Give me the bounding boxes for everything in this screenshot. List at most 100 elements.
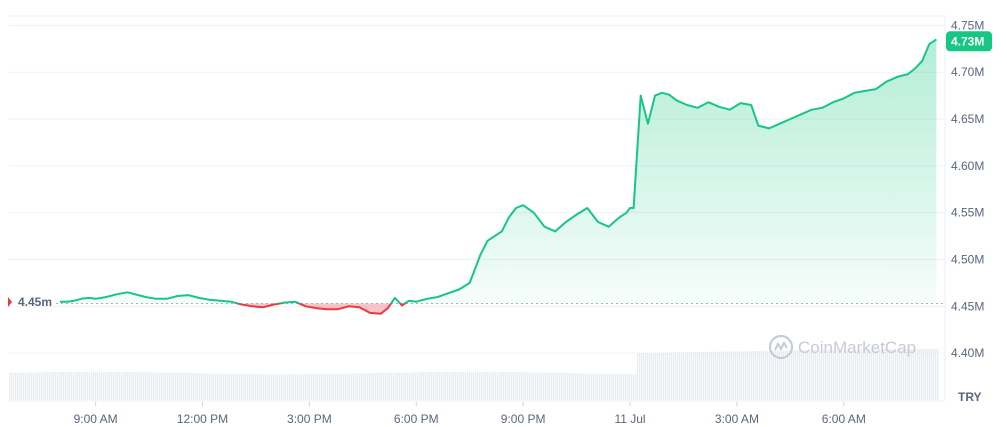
volume-bar: [791, 350, 793, 400]
volume-bar: [401, 372, 403, 400]
volume-bar: [715, 351, 717, 400]
volume-bar: [481, 371, 483, 400]
volume-bar: [171, 372, 173, 400]
volume-bar: [579, 373, 581, 400]
volume-bar: [29, 372, 31, 400]
coinmarketcap-watermark: CoinMarketCap: [768, 334, 916, 360]
volume-bar: [327, 373, 329, 400]
volume-bar: [307, 374, 309, 400]
volume-bar: [227, 373, 229, 400]
volume-bar: [825, 349, 827, 400]
volume-bar: [699, 351, 701, 400]
volume-bar: [143, 372, 145, 400]
volume-bar: [629, 374, 631, 400]
volume-bar: [207, 373, 209, 400]
volume-bar: [683, 352, 685, 400]
volume-bar: [149, 372, 151, 400]
volume-bar: [593, 373, 595, 400]
volume-bar: [735, 351, 737, 400]
volume-bar: [313, 374, 315, 400]
volume-bar: [607, 373, 609, 400]
volume-bar: [739, 351, 741, 400]
volume-bar: [745, 351, 747, 400]
volume-bar: [619, 373, 621, 400]
volume-bar: [677, 352, 679, 400]
volume-bar: [289, 374, 291, 400]
volume-bar: [801, 350, 803, 400]
volume-bar: [347, 373, 349, 400]
volume-bar: [121, 371, 123, 400]
volume-bar: [41, 372, 43, 400]
volume-bar: [903, 349, 905, 400]
volume-bar: [615, 373, 617, 400]
volume-bar: [495, 371, 497, 400]
volume-bar: [717, 351, 719, 400]
volume-bar: [517, 372, 519, 400]
volume-bar: [685, 352, 687, 400]
volume-bar: [73, 371, 75, 400]
volume-bar: [515, 372, 517, 400]
volume-bar: [743, 351, 745, 400]
volume-bar: [451, 371, 453, 400]
volume-bar: [365, 373, 367, 400]
volume-bar: [773, 350, 775, 400]
volume-bar: [503, 371, 505, 400]
volume-bar: [97, 371, 99, 400]
area-below-reference: [237, 303, 405, 314]
volume-bar: [379, 372, 381, 400]
volume-bar: [571, 373, 573, 400]
volume-bar: [913, 349, 915, 400]
volume-bar: [59, 372, 61, 400]
volume-bar: [537, 372, 539, 400]
volume-bar: [569, 373, 571, 400]
volume-bar: [783, 350, 785, 400]
volume-bar: [487, 371, 489, 400]
volume-bar: [53, 372, 55, 400]
volume-bar: [931, 349, 933, 400]
volume-bar: [173, 372, 175, 400]
volume-bar: [875, 349, 877, 400]
volume-bar: [591, 373, 593, 400]
volume-bar: [833, 349, 835, 400]
volume-bar: [311, 374, 313, 400]
volume-bar: [847, 349, 849, 400]
volume-bar: [469, 371, 471, 400]
volume-bar: [529, 372, 531, 400]
volume-bar: [419, 372, 421, 400]
volume-bar: [75, 371, 77, 400]
volume-bar: [279, 374, 281, 400]
volume-bar: [239, 373, 241, 400]
volume-bar: [293, 374, 295, 400]
volume-bar: [95, 371, 97, 400]
volume-bar: [721, 351, 723, 400]
volume-bar: [909, 349, 911, 400]
volume-bar: [241, 373, 243, 400]
volume-bar: [169, 372, 171, 400]
volume-bar: [785, 350, 787, 400]
volume-bar: [923, 349, 925, 400]
volume-bar: [557, 372, 559, 400]
volume-bar: [393, 372, 395, 400]
volume-bar: [199, 373, 201, 400]
volume-bar: [205, 373, 207, 400]
volume-bar: [123, 371, 125, 400]
volume-bar: [331, 373, 333, 400]
volume-bar: [251, 374, 253, 400]
volume-bar: [725, 351, 727, 400]
volume-bar: [79, 371, 81, 400]
volume-bar: [531, 372, 533, 400]
volume-bar: [811, 350, 813, 400]
volume-bar: [605, 373, 607, 400]
volume-bar: [349, 373, 351, 400]
volume-bar: [383, 372, 385, 400]
volume-bar: [209, 373, 211, 400]
volume-bar: [567, 373, 569, 400]
volume-bar: [575, 373, 577, 400]
volume-bar: [789, 350, 791, 400]
watermark-text: CoinMarketCap: [798, 338, 916, 357]
volume-bar: [177, 372, 179, 400]
volume-bar: [587, 373, 589, 400]
volume-bar: [797, 350, 799, 400]
volume-bar: [253, 374, 255, 400]
